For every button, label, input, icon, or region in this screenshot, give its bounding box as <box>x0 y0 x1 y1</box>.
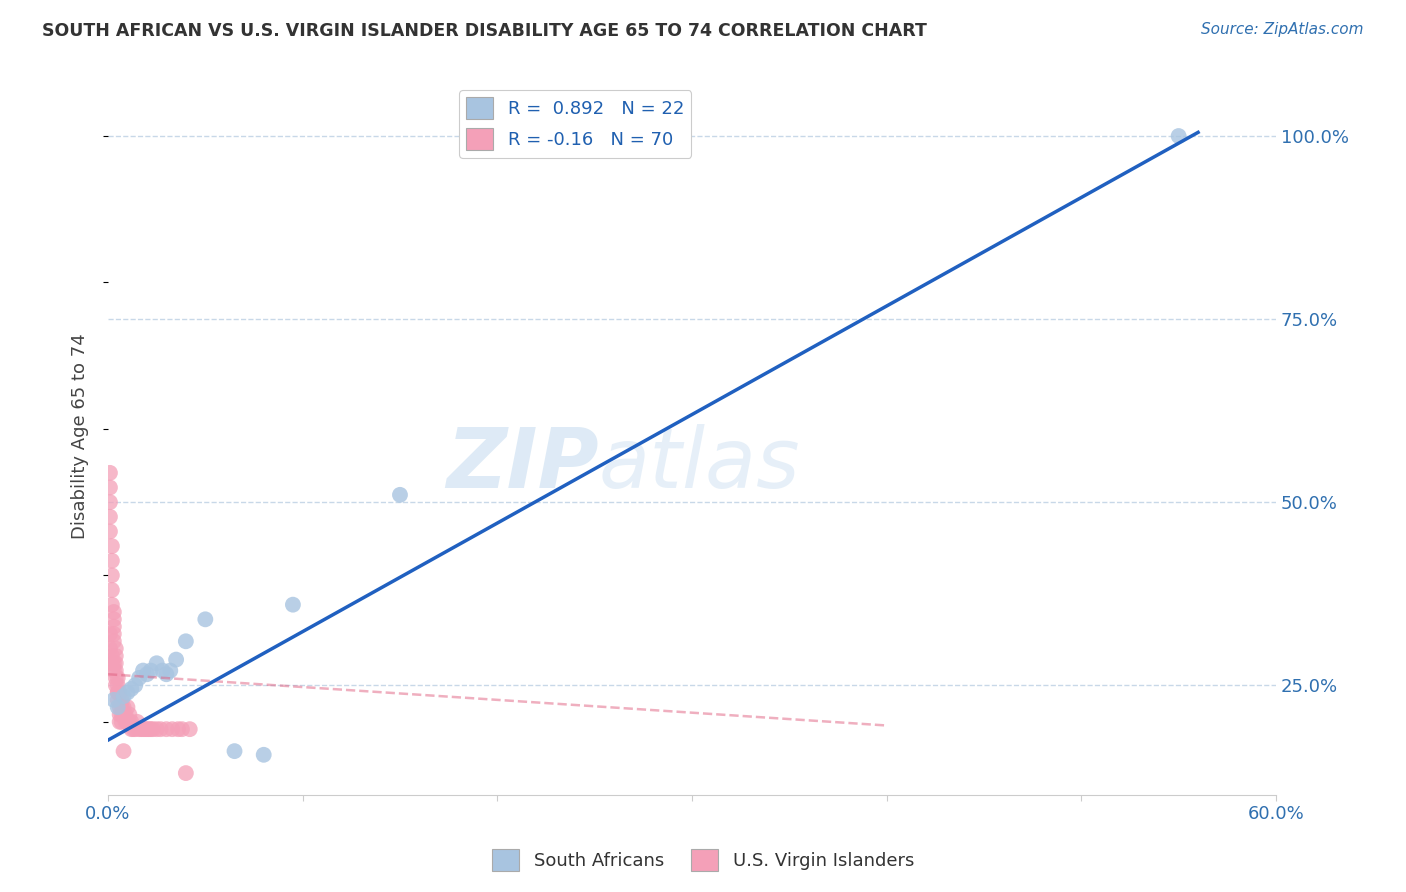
Point <box>117 685 139 699</box>
Point <box>112 707 135 722</box>
Point <box>103 627 125 641</box>
Point <box>145 722 167 736</box>
Point <box>138 722 160 736</box>
Point <box>117 700 139 714</box>
Point <box>120 681 142 696</box>
Point <box>110 693 132 707</box>
Point <box>107 693 129 707</box>
Point <box>128 671 150 685</box>
Point <box>101 657 124 671</box>
Point <box>98 627 121 641</box>
Point <box>98 641 121 656</box>
Point <box>135 667 157 681</box>
Point <box>107 685 129 699</box>
Point <box>104 648 127 663</box>
Point <box>107 678 129 692</box>
Point <box>135 722 157 736</box>
Point <box>101 568 124 582</box>
Point <box>160 722 183 736</box>
Point <box>101 648 124 663</box>
Point <box>129 722 152 736</box>
Point <box>139 722 162 736</box>
Point <box>388 488 411 502</box>
Point <box>107 671 129 685</box>
Point <box>149 722 172 736</box>
Point <box>139 664 162 678</box>
Point <box>118 707 141 722</box>
Point <box>104 657 127 671</box>
Point <box>174 766 197 780</box>
Point <box>174 634 197 648</box>
Point <box>155 667 177 681</box>
Point <box>101 539 124 553</box>
Point <box>110 714 132 729</box>
Point <box>128 722 150 736</box>
Legend: South Africans, U.S. Virgin Islanders: South Africans, U.S. Virgin Islanders <box>485 842 921 879</box>
Text: Source: ZipAtlas.com: Source: ZipAtlas.com <box>1201 22 1364 37</box>
Point <box>152 664 174 678</box>
Point <box>124 678 146 692</box>
Point <box>112 700 135 714</box>
Point <box>104 671 127 685</box>
Point <box>101 554 124 568</box>
Point <box>98 481 121 495</box>
Point <box>112 744 135 758</box>
Point <box>108 700 131 714</box>
Point <box>104 664 127 678</box>
Point <box>145 657 167 671</box>
Point <box>110 700 132 714</box>
Point <box>159 664 181 678</box>
Point <box>107 685 129 699</box>
Point <box>103 634 125 648</box>
Point <box>112 690 135 704</box>
Point <box>107 700 129 714</box>
Point <box>108 707 131 722</box>
Point <box>103 605 125 619</box>
Point <box>167 722 190 736</box>
Point <box>98 509 121 524</box>
Point <box>281 598 304 612</box>
Point <box>127 714 149 729</box>
Point <box>253 747 276 762</box>
Point <box>124 722 146 736</box>
Point <box>114 707 136 722</box>
Legend: R =  0.892   N = 22, R = -0.16   N = 70: R = 0.892 N = 22, R = -0.16 N = 70 <box>458 90 692 158</box>
Point <box>98 495 121 509</box>
Point <box>114 714 136 729</box>
Point <box>118 714 141 729</box>
Point <box>170 722 193 736</box>
Point <box>155 722 177 736</box>
Point <box>122 722 145 736</box>
Point <box>117 714 139 729</box>
Point <box>108 685 131 699</box>
Point <box>103 657 125 671</box>
Text: SOUTH AFRICAN VS U.S. VIRGIN ISLANDER DISABILITY AGE 65 TO 74 CORRELATION CHART: SOUTH AFRICAN VS U.S. VIRGIN ISLANDER DI… <box>42 22 927 40</box>
Point <box>104 678 127 692</box>
Point <box>103 664 125 678</box>
Point <box>98 524 121 539</box>
Point <box>142 722 165 736</box>
Point <box>108 714 131 729</box>
Point <box>98 466 121 480</box>
Point <box>101 598 124 612</box>
Point <box>110 707 132 722</box>
Point <box>103 620 125 634</box>
Point <box>104 641 127 656</box>
Point <box>120 714 142 729</box>
Point <box>132 664 155 678</box>
Point <box>120 722 142 736</box>
Point <box>224 744 246 758</box>
Text: atlas: atlas <box>599 425 800 506</box>
Point <box>165 652 187 666</box>
Point <box>132 722 155 736</box>
Point <box>1167 128 1189 143</box>
Point <box>101 582 124 597</box>
Point <box>179 722 201 736</box>
Point <box>103 693 125 707</box>
Text: ZIP: ZIP <box>446 425 599 506</box>
Y-axis label: Disability Age 65 to 74: Disability Age 65 to 74 <box>72 334 89 539</box>
Point <box>103 612 125 626</box>
Point <box>194 612 217 626</box>
Point <box>134 722 156 736</box>
